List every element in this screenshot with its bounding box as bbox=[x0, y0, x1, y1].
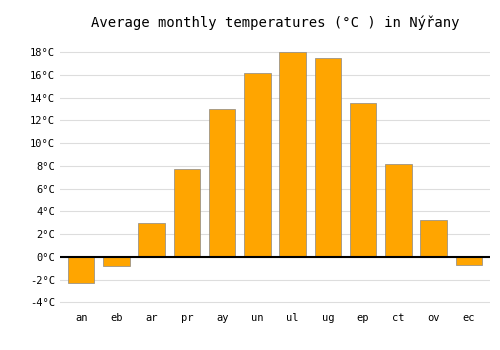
Bar bbox=[209, 109, 236, 257]
Bar bbox=[174, 169, 200, 257]
Bar bbox=[244, 72, 270, 257]
Bar bbox=[280, 52, 306, 257]
Bar bbox=[103, 257, 130, 266]
Bar bbox=[456, 257, 482, 265]
Bar bbox=[68, 257, 94, 283]
Bar bbox=[385, 163, 411, 257]
Bar bbox=[350, 103, 376, 257]
Title: Average monthly temperatures (°C ) in Nýřany: Average monthly temperatures (°C ) in Ný… bbox=[91, 15, 459, 30]
Bar bbox=[420, 220, 447, 257]
Bar bbox=[138, 223, 165, 257]
Bar bbox=[314, 58, 341, 257]
